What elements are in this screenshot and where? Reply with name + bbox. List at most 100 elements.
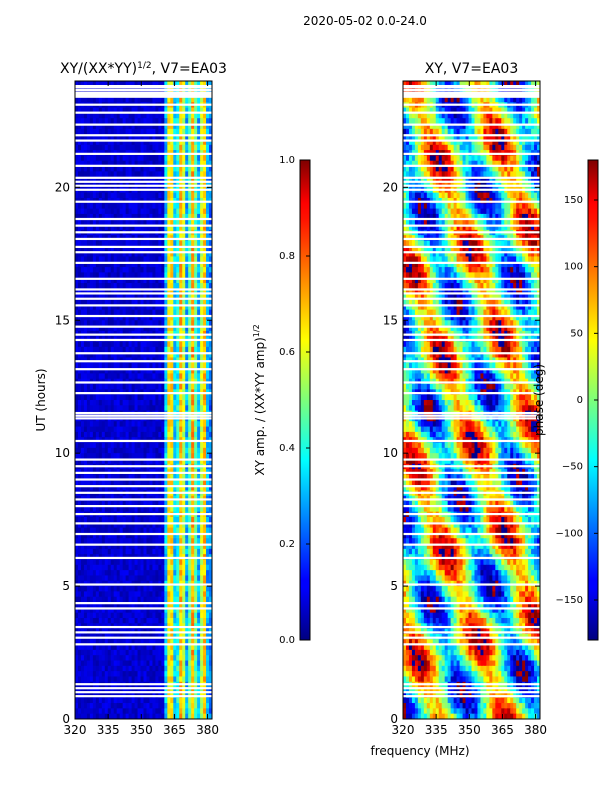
- amplitude-cell: [131, 176, 136, 183]
- amplitude-cell: [200, 219, 204, 226]
- amplitude-cell: [86, 501, 91, 507]
- amplitude-cell: [128, 251, 133, 258]
- amplitude-cell: [167, 277, 171, 284]
- amplitude-cell: [140, 368, 145, 375]
- amplitude-cell: [98, 346, 103, 353]
- amplitude-cell: [152, 532, 157, 539]
- amplitude-cell: [80, 128, 85, 135]
- amplitude-cell: [86, 293, 91, 300]
- amplitude-cell: [161, 320, 165, 327]
- amplitude-cell: [86, 160, 91, 167]
- amplitude-cell: [77, 240, 82, 247]
- amplitude-cell: [209, 506, 212, 513]
- amplitude-cell: [209, 532, 212, 539]
- amplitude-cell: [146, 368, 151, 375]
- amplitude-cell: [170, 501, 174, 507]
- amplitude-cell: [75, 421, 79, 428]
- amplitude-cell: [143, 644, 148, 651]
- amplitude-cell: [116, 522, 121, 529]
- amplitude-cell: [134, 617, 139, 624]
- amplitude-cell: [104, 203, 109, 210]
- amplitude-cell: [92, 649, 97, 656]
- amplitude-cell: [149, 144, 154, 151]
- amplitude-cell: [170, 261, 174, 268]
- amplitude-cell: [209, 139, 212, 146]
- amplitude-cell: [185, 373, 189, 380]
- amplitude-cell: [119, 203, 124, 210]
- amplitude-cell: [194, 325, 198, 332]
- amplitude-cell: [125, 586, 130, 592]
- amplitude-cell: [158, 155, 162, 162]
- amplitude-cell: [203, 543, 207, 550]
- amplitude-cell: [200, 144, 204, 151]
- amplitude-cell: [101, 368, 106, 375]
- amplitude-cell: [134, 352, 139, 359]
- amplitude-cell: [155, 431, 159, 438]
- amplitude-cell: [92, 426, 97, 433]
- amplitude-cell: [164, 479, 168, 486]
- amplitude-cell: [134, 586, 139, 592]
- amplitude-cell: [137, 564, 142, 571]
- amplitude-cell: [98, 341, 103, 348]
- amplitude-cell: [89, 314, 94, 321]
- amplitude-cell: [152, 118, 157, 125]
- amplitude-cell: [86, 538, 91, 545]
- amplitude-cell: [167, 123, 171, 130]
- amplitude-cell: [86, 118, 91, 125]
- amplitude-cell: [125, 485, 130, 491]
- amplitude-cell: [83, 501, 88, 507]
- amplitude-cell: [131, 617, 136, 624]
- amplitude-cell: [173, 522, 177, 529]
- amplitude-cell: [128, 538, 133, 545]
- amplitude-cell: [125, 277, 130, 284]
- amplitude-cell: [122, 564, 127, 571]
- amplitude-cell: [155, 309, 159, 316]
- amplitude-cell: [152, 245, 157, 252]
- amplitude-cell: [185, 639, 189, 646]
- amplitude-cell: [191, 155, 195, 162]
- amplitude-cell: [92, 245, 97, 252]
- amplitude-cell: [173, 314, 177, 321]
- amplitude-cell: [203, 251, 207, 258]
- amplitude-cell: [164, 543, 168, 550]
- amplitude-cell: [80, 352, 85, 359]
- amplitude-cell: [197, 602, 201, 608]
- amplitude-cell: [122, 447, 127, 454]
- amplitude-cell: [200, 128, 204, 135]
- amplitude-cell: [107, 373, 112, 380]
- amplitude-cell: [137, 123, 142, 130]
- amplitude-cell: [203, 485, 207, 491]
- amplitude-cell: [122, 160, 127, 167]
- amplitude-cell: [86, 373, 91, 380]
- amplitude-cell: [128, 559, 133, 566]
- amplitude-cell: [143, 81, 148, 87]
- amplitude-cell: [116, 548, 121, 555]
- amplitude-cell: [75, 346, 79, 353]
- amplitude-cell: [146, 447, 151, 454]
- amplitude-cell: [77, 575, 82, 582]
- amplitude-cell: [119, 607, 124, 614]
- amplitude-cell: [176, 400, 180, 406]
- amplitude-cell: [173, 309, 177, 316]
- amplitude-cell: [101, 261, 106, 268]
- amplitude-cell: [170, 453, 174, 460]
- amplitude-cell: [92, 112, 97, 119]
- amplitude-cell: [89, 538, 94, 545]
- amplitude-cell: [152, 166, 157, 172]
- amplitude-cell: [104, 421, 109, 428]
- amplitude-cell: [161, 304, 165, 311]
- amplitude-cell: [83, 155, 88, 162]
- amplitude-cell: [209, 128, 212, 135]
- amplitude-cell: [134, 261, 139, 268]
- amplitude-cell: [194, 394, 198, 401]
- amplitude-cell: [113, 314, 118, 321]
- amplitude-cell: [122, 203, 127, 210]
- amplitude-cell: [77, 479, 82, 486]
- amplitude-cell: [95, 166, 100, 172]
- amplitude-cell: [152, 602, 157, 608]
- amplitude-cell: [134, 506, 139, 513]
- amplitude-cell: [161, 171, 165, 178]
- amplitude-cell: [119, 479, 124, 486]
- amplitude-cell: [170, 479, 174, 486]
- amplitude-cell: [203, 81, 207, 87]
